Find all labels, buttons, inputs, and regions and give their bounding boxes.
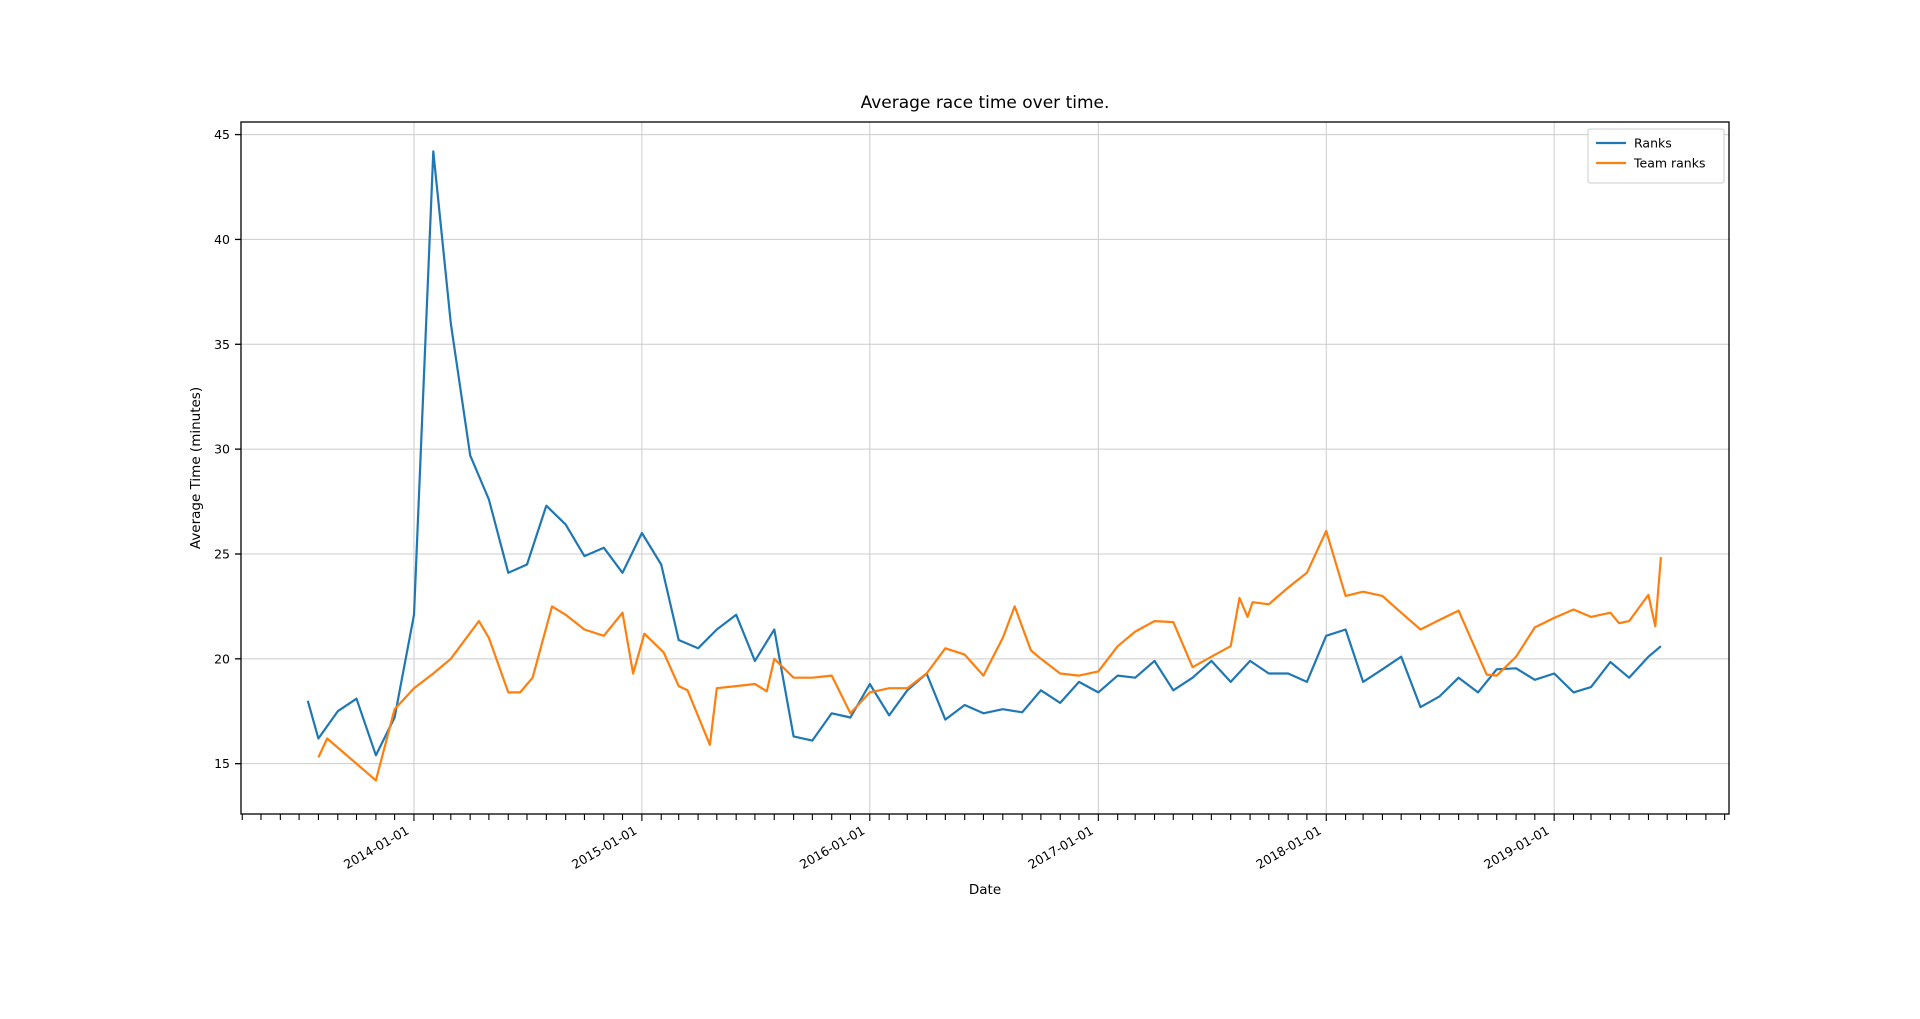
- ranks-line: [306, 150, 1662, 757]
- y-axis-label: Average Time (minutes): [188, 386, 204, 550]
- y-tick-label: 35: [214, 337, 230, 352]
- axes-spines: [240, 121, 1730, 815]
- legend-label: Team ranks: [1633, 156, 1705, 171]
- y-tick-label: 40: [214, 232, 230, 247]
- y-tick-label: 45: [214, 127, 230, 142]
- team-ranks-line: [317, 529, 1662, 782]
- x-tick-label: 2018-01-01: [1253, 823, 1323, 872]
- x-tick-label: 2015-01-01: [569, 823, 639, 872]
- legend-label: Ranks: [1634, 136, 1672, 151]
- x-tick-label: 2019-01-01: [1481, 823, 1551, 872]
- y-tick-label: 25: [214, 546, 230, 561]
- y-tick-label: 15: [214, 756, 230, 771]
- x-tick-label: 2017-01-01: [1025, 823, 1095, 872]
- chart-title: Average race time over time.: [860, 93, 1110, 113]
- x-tick-label: 2016-01-01: [797, 823, 867, 872]
- y-tick-label: 20: [214, 651, 230, 666]
- y-tick-label: 30: [214, 442, 230, 457]
- x-tick-label: 2014-01-01: [341, 823, 411, 872]
- x-axis-label: Date: [968, 882, 1002, 898]
